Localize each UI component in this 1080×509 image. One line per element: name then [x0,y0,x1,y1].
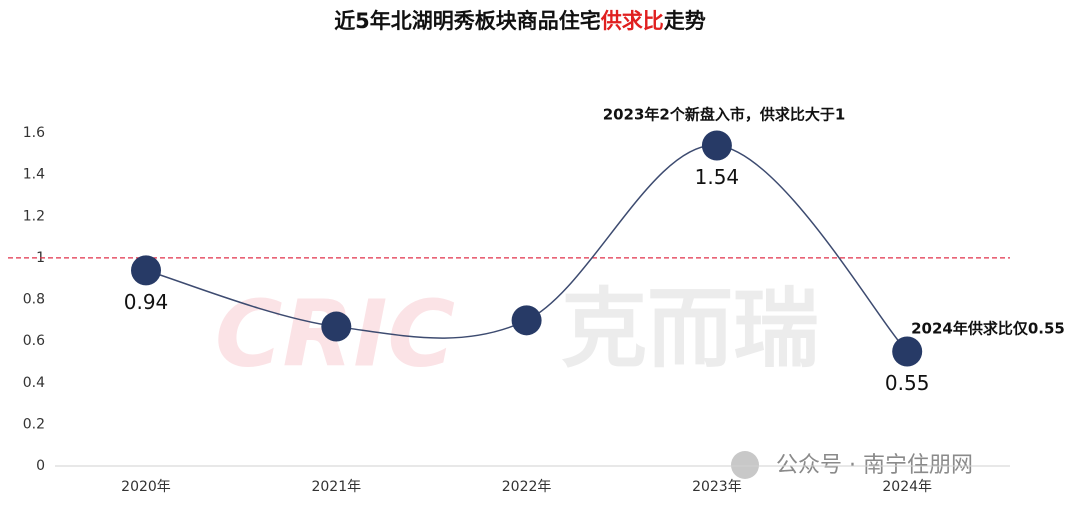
point [701,130,732,161]
value-label: 0.94 [124,290,169,314]
annotation: 2023年2个新盘入市，供求比大于1 [603,106,846,124]
point [321,311,352,342]
title-part: 供求比 [600,9,664,33]
y-tick-label: 1.4 [23,167,45,183]
title-part: 近5年北湖明秀板块商品住宅 [334,9,601,33]
x-tick-label: 2020年 [121,479,171,495]
x-tick-label: 2023年 [692,479,742,495]
chart-title: 近5年北湖明秀板块商品住宅供求比走势 [334,9,706,33]
value-label: 1.54 [695,165,740,189]
title-part: 走势 [664,9,706,33]
point [892,336,923,367]
watermark: 克而瑞 [561,279,819,379]
y-tick-label: 0.2 [23,416,45,432]
y-tick-label: 0.8 [23,292,45,308]
x-tick-label: 2022年 [502,479,552,495]
annotation: 2024年供求比仅0.55 [911,320,1065,338]
y-tick-label: 0.4 [23,375,45,391]
y-tick-label: 1.2 [23,208,45,224]
x-tick-label: 2024年 [882,479,932,495]
point [511,305,542,336]
value-label: 0.55 [885,371,930,395]
wechat-icon [731,451,759,479]
x-tick-label: 2021年 [311,479,361,495]
y-tick-label: 1.6 [23,125,45,141]
series-line [145,144,908,353]
y-tick-label: 0.6 [23,333,45,349]
point [131,255,161,286]
y-tick-label: 0 [36,458,45,474]
